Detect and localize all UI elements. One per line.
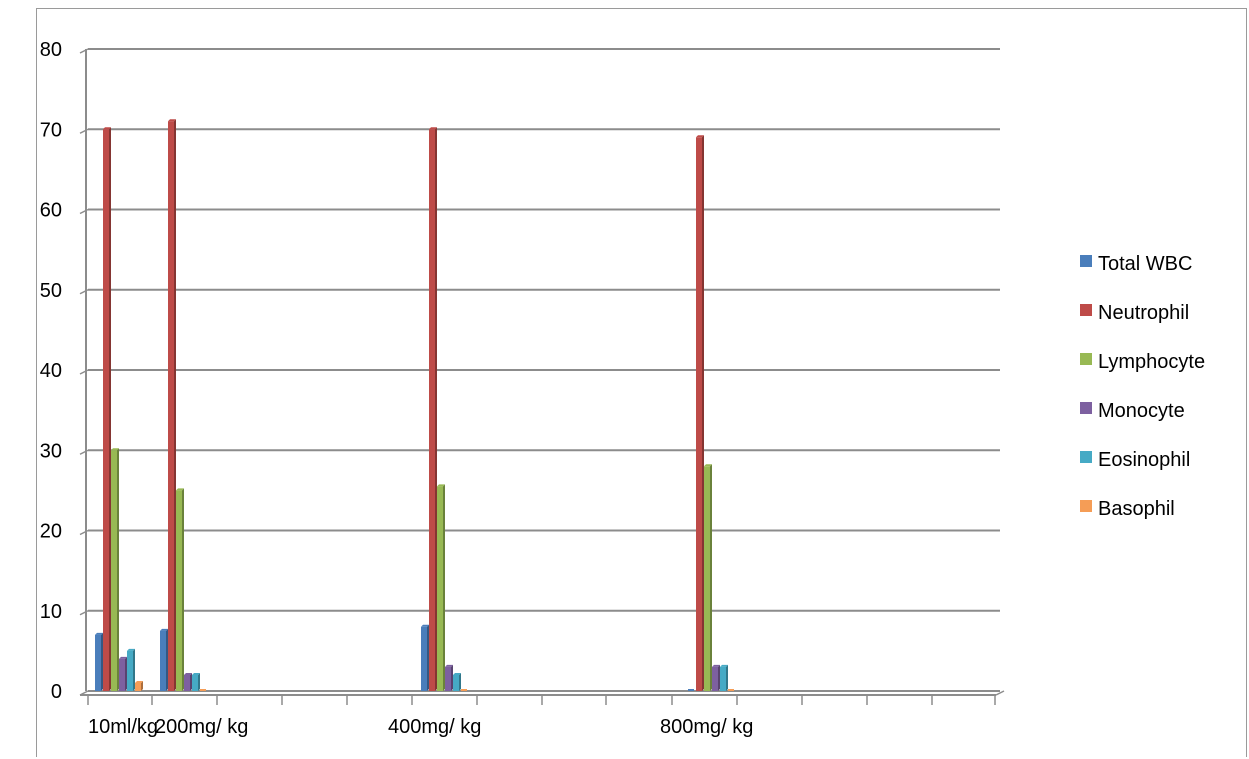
bar-lymphocyte (176, 490, 182, 691)
bar-eosinophil (720, 666, 726, 691)
bar-top (95, 632, 103, 635)
legend-label: Basophil (1098, 498, 1175, 520)
bar-neutrophil (696, 137, 702, 691)
legend-label: Eosinophil (1098, 449, 1190, 471)
bar-top (192, 672, 200, 675)
bar-top (127, 648, 135, 651)
bar-side (710, 464, 712, 691)
bar-top (421, 624, 429, 627)
bar-monocyte (445, 666, 451, 691)
bar-basophil (135, 682, 141, 691)
bar-side (174, 119, 176, 692)
bar-eosinophil (127, 650, 133, 691)
bar-total-wbc (421, 626, 427, 691)
legend-label: Neutrophil (1098, 302, 1189, 324)
bar-monocyte (712, 666, 718, 691)
bar-side (718, 664, 720, 691)
x-axis-corner (995, 690, 1005, 696)
bar-side (109, 127, 111, 691)
y-tick-label: 30 (40, 440, 62, 462)
bar-neutrophil (103, 129, 109, 691)
legend-swatch-monocyte (1080, 402, 1092, 414)
bar-top (176, 488, 184, 491)
y-tick-label: 70 (40, 119, 62, 141)
bar-lymphocyte (437, 486, 443, 691)
legend-swatch-neutrophil (1080, 304, 1092, 316)
bar-side (182, 488, 184, 691)
x-tick-label: 400mg/ kg (388, 716, 481, 738)
bar-total-wbc (95, 634, 101, 691)
x-tick-label: 800mg/ kg (660, 716, 753, 738)
bar-side (190, 672, 192, 691)
bar-top (704, 464, 712, 467)
y-tick-label: 20 (40, 521, 62, 543)
bar-side (427, 624, 429, 691)
bar-side (141, 680, 143, 691)
y-tick-label: 60 (40, 200, 62, 222)
bar-basophil (200, 689, 206, 691)
bar-side (435, 127, 437, 691)
bar-side (451, 664, 453, 691)
legend-label: Lymphocyte (1098, 351, 1205, 373)
bar-top (437, 484, 445, 487)
bar-basophil (728, 689, 734, 691)
bar-top (696, 135, 704, 138)
bar-eosinophil (453, 674, 459, 691)
legend-swatch-lymphocyte (1080, 353, 1092, 365)
x-tick-label: 200mg/ kg (155, 716, 248, 738)
chart-frame (36, 8, 1247, 757)
bar-side (459, 672, 461, 691)
bar-top (429, 127, 437, 130)
bar-top (712, 664, 720, 667)
bar-top (111, 448, 119, 451)
bar-side (101, 632, 103, 691)
bar-lymphocyte (704, 466, 710, 691)
bar-side (702, 135, 704, 691)
y-tick-label: 40 (40, 360, 62, 382)
bar-side (117, 448, 119, 691)
bar-monocyte (119, 658, 125, 691)
bar-top (453, 672, 461, 675)
bar-lymphocyte (111, 450, 117, 691)
bar-top (160, 628, 168, 631)
legend-swatch-basophil (1080, 500, 1092, 512)
y-tick-label: 0 (51, 681, 62, 703)
legend-label: Total WBC (1098, 253, 1192, 275)
bar-total-wbc (688, 689, 694, 691)
bar-total-wbc (160, 630, 166, 691)
bar-top (103, 127, 111, 130)
bar-neutrophil (429, 129, 435, 691)
legend-swatch-eosinophil (1080, 451, 1092, 463)
bar-top (119, 656, 127, 659)
bar-basophil (461, 689, 467, 691)
bar-top (135, 680, 143, 683)
bar-side (443, 484, 445, 691)
y-tick-label: 10 (40, 601, 62, 623)
bar-side (133, 648, 135, 691)
bar-top (720, 664, 728, 667)
bar-side (166, 628, 168, 691)
bar-monocyte (184, 674, 190, 691)
bar-top (168, 119, 176, 122)
bar-top (445, 664, 453, 667)
legend-swatch-total-wbc (1080, 255, 1092, 267)
bar-eosinophil (192, 674, 198, 691)
y-tick-label: 50 (40, 280, 62, 302)
bar-side (726, 664, 728, 691)
legend-label: Monocyte (1098, 400, 1185, 422)
y-tick-label: 80 (40, 39, 62, 61)
bar-side (125, 656, 127, 691)
bar-neutrophil (168, 121, 174, 692)
bar-side (198, 672, 200, 691)
x-tick-label: 10ml/kg (88, 716, 158, 738)
bar-top (184, 672, 192, 675)
